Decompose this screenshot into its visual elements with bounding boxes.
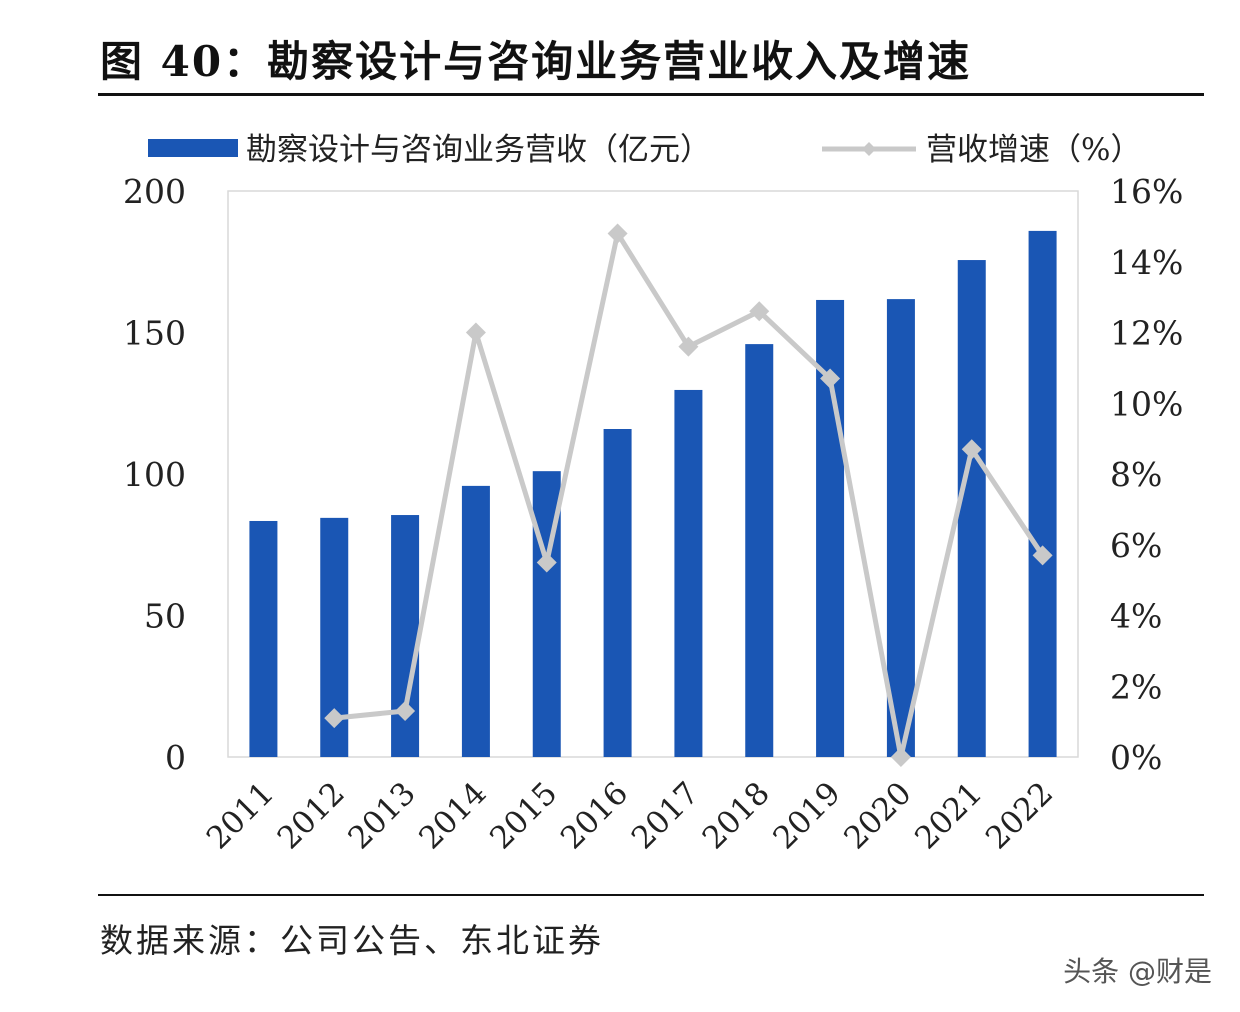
bar-2011 (249, 520, 278, 757)
left-tick-label: 100 (123, 455, 186, 494)
growth-point-2020 (890, 747, 911, 767)
growth-point-2021 (961, 439, 982, 460)
legend-bar-swatch (148, 139, 238, 157)
left-tick-label: 50 (144, 597, 186, 636)
plot-frame (227, 190, 1079, 758)
right-tick-label: 6% (1110, 526, 1162, 565)
x-tick-label: 2012 (271, 775, 352, 856)
legend-line-marker (862, 142, 876, 156)
growth-point-2017 (678, 336, 699, 357)
growth-point-2015 (536, 552, 557, 573)
figure-title: 图 40：勘察设计与咨询业务营业收入及增速 (100, 37, 972, 86)
right-tick-label: 10% (1110, 384, 1183, 423)
watermark: 头条 @财是 (1063, 955, 1212, 988)
right-tick-label: 14% (1110, 243, 1183, 282)
left-tick-label: 200 (123, 172, 186, 211)
bar-2018 (745, 344, 774, 757)
left-tick-label: 0 (165, 738, 186, 777)
x-tick-label: 2015 (483, 775, 564, 856)
growth-point-2019 (820, 368, 841, 389)
x-tick-label: 2014 (412, 775, 493, 856)
bar-2022 (1028, 230, 1057, 757)
right-tick-label: 8% (1110, 455, 1162, 494)
bar-2016 (603, 429, 632, 757)
x-tick-label: 2022 (979, 775, 1060, 856)
left-tick-label: 150 (123, 314, 186, 353)
bar-2017 (674, 389, 703, 757)
x-tick-label: 2020 (837, 775, 918, 856)
growth-point-2016 (607, 223, 628, 244)
x-tick-label: 2018 (696, 775, 777, 856)
top-rule (98, 93, 1204, 96)
x-tick-label: 2021 (908, 775, 989, 856)
legend-bar-label: 勘察设计与咨询业务营收（亿元） (246, 132, 711, 168)
x-tick-label: 2013 (341, 775, 422, 856)
right-tick-label: 0% (1110, 738, 1162, 777)
growth-point-2013 (395, 701, 416, 722)
right-tick-label: 16% (1110, 172, 1183, 211)
growth-point-2014 (465, 322, 486, 343)
right-tick-label: 12% (1110, 314, 1183, 353)
right-tick-label: 4% (1110, 597, 1162, 636)
source-note: 数据来源：公司公告、东北证券 (100, 921, 604, 960)
growth-point-2018 (749, 301, 770, 322)
bar-2020 (886, 299, 915, 757)
x-tick-label: 2016 (554, 775, 635, 856)
growth-point-2012 (324, 708, 345, 729)
bottom-rule (98, 894, 1204, 896)
bar-2014 (461, 485, 490, 757)
legend-line-label: 营收增速（%） (926, 132, 1141, 168)
growth-point-2022 (1032, 545, 1053, 566)
x-tick-label: 2011 (200, 775, 281, 856)
bar-2021 (957, 260, 986, 757)
x-tick-label: 2019 (766, 775, 847, 856)
right-tick-label: 2% (1110, 667, 1162, 706)
x-tick-label: 2017 (625, 775, 706, 856)
